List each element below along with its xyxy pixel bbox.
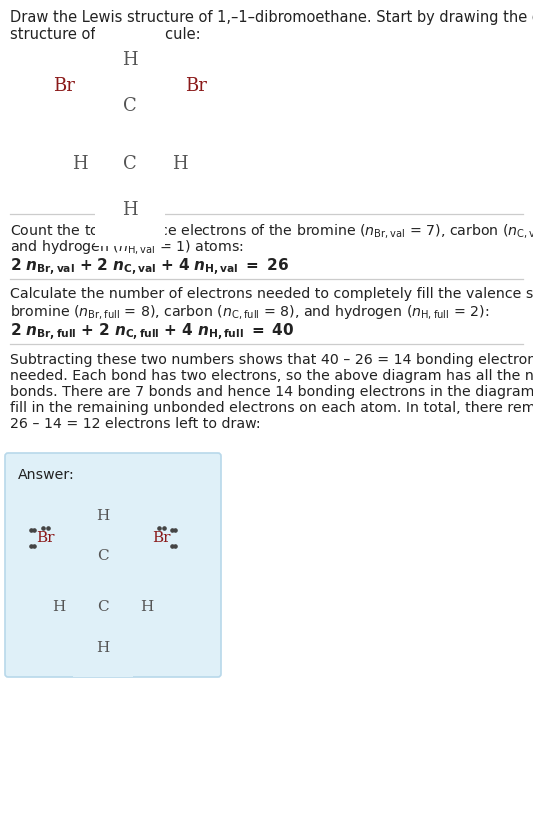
Text: C: C xyxy=(123,155,137,173)
Text: bromine ($n_{\rm Br,full}$ = 8), carbon ($n_{\rm C,full}$ = 8), and hydrogen ($n: bromine ($n_{\rm Br,full}$ = 8), carbon … xyxy=(10,303,489,321)
Text: 26 – 14 = 12 electrons left to draw:: 26 – 14 = 12 electrons left to draw: xyxy=(10,417,261,431)
Text: C: C xyxy=(97,600,109,614)
Text: H: H xyxy=(140,600,154,614)
Text: C: C xyxy=(123,97,137,115)
Text: Br: Br xyxy=(36,532,54,545)
Text: H: H xyxy=(52,600,66,614)
Text: H: H xyxy=(96,640,110,655)
Text: H: H xyxy=(72,155,88,173)
Text: Subtracting these two numbers shows that 40 – 26 = 14 bonding electrons are: Subtracting these two numbers shows that… xyxy=(10,353,533,367)
Text: $\mathbf{2}$ $\boldsymbol{n}_{\mathbf{Br,val}}$ $\mathbf{+\ 2}$ $\boldsymbol{n}_: $\mathbf{2}$ $\boldsymbol{n}_{\mathbf{Br… xyxy=(10,257,289,278)
Text: H: H xyxy=(122,51,138,69)
Text: Br: Br xyxy=(185,77,207,95)
Text: Draw the Lewis structure of 1,–1–dibromoethane. Start by drawing the overall
str: Draw the Lewis structure of 1,–1–dibromo… xyxy=(10,10,533,43)
Text: needed. Each bond has two electrons, so the above diagram has all the necessary: needed. Each bond has two electrons, so … xyxy=(10,369,533,383)
FancyBboxPatch shape xyxy=(5,453,221,677)
Text: Answer:: Answer: xyxy=(18,468,75,482)
Text: Br: Br xyxy=(152,532,171,545)
Text: H: H xyxy=(172,155,188,173)
Text: Calculate the number of electrons needed to completely fill the valence shells f: Calculate the number of electrons needed… xyxy=(10,287,533,301)
Text: H: H xyxy=(122,201,138,219)
Text: fill in the remaining unbonded electrons on each atom. In total, there remain: fill in the remaining unbonded electrons… xyxy=(10,401,533,415)
Text: Br: Br xyxy=(53,77,75,95)
Text: Count the total valence electrons of the bromine ($n_{\rm Br,val}$ = 7), carbon : Count the total valence electrons of the… xyxy=(10,222,533,240)
Text: and hydrogen ($n_{\rm H,val}$ = 1) atoms:: and hydrogen ($n_{\rm H,val}$ = 1) atoms… xyxy=(10,238,244,256)
Text: H: H xyxy=(96,508,110,522)
Text: $\mathbf{2}$ $\boldsymbol{n}_{\mathbf{Br,full}}$ $\mathbf{+\ 2}$ $\boldsymbol{n}: $\mathbf{2}$ $\boldsymbol{n}_{\mathbf{Br… xyxy=(10,322,294,344)
Text: C: C xyxy=(97,549,109,563)
Text: bonds. There are 7 bonds and hence 14 bonding electrons in the diagram. Lastly,: bonds. There are 7 bonds and hence 14 bo… xyxy=(10,385,533,399)
